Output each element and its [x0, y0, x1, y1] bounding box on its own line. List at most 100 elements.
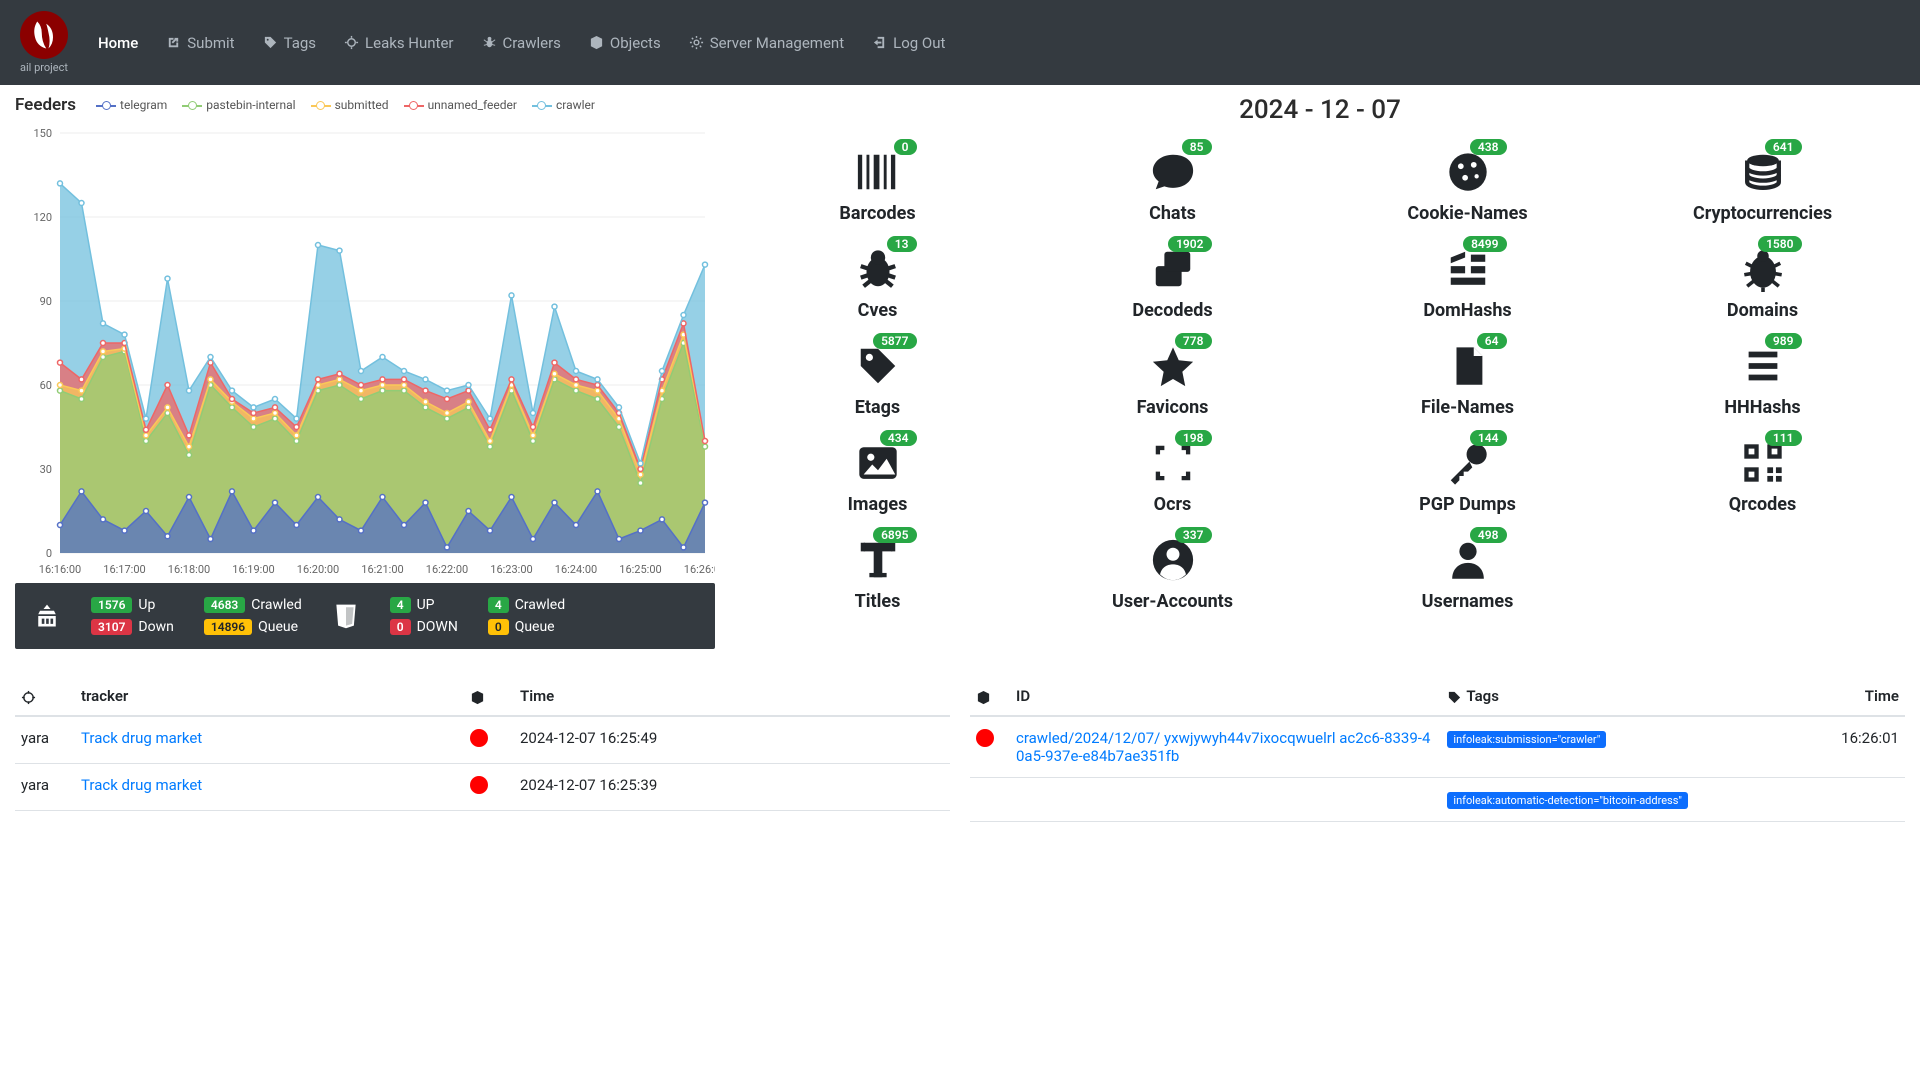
- crawled-badge: 4683: [204, 597, 245, 613]
- status-dot: [976, 729, 994, 747]
- up-label: Up: [138, 597, 155, 613]
- status-dot: [470, 729, 488, 747]
- down-label: Down: [138, 619, 173, 635]
- tag-chip[interactable]: infoleak:automatic-detection="bitcoin-ad…: [1447, 792, 1688, 809]
- svg-text:16:21:00: 16:21:00: [361, 563, 403, 576]
- time-header: Time: [514, 677, 950, 716]
- tracker-link[interactable]: Track drug market: [81, 776, 202, 794]
- tile-favicons[interactable]: 778Favicons: [1030, 337, 1315, 422]
- chart-title: Feeders: [15, 95, 76, 115]
- tag-chip[interactable]: infoleak:submission="crawler": [1447, 731, 1606, 748]
- tracker-table-wrap: tracker Time yaraTrack drug market2024-1…: [15, 677, 950, 822]
- svg-text:0: 0: [46, 547, 52, 560]
- tile-pgp dumps[interactable]: 144PGP Dumps: [1325, 434, 1610, 519]
- html-queue-label: Queue: [515, 619, 555, 635]
- tracker-header: tracker: [75, 677, 464, 716]
- svg-text:16:22:00: 16:22:00: [426, 563, 468, 576]
- queue-label: Queue: [258, 619, 298, 635]
- date-title: 2024 - 12 - 07: [735, 95, 1905, 125]
- svg-text:120: 120: [33, 211, 52, 224]
- nav-objects[interactable]: Objects: [589, 34, 661, 52]
- svg-text:30: 30: [40, 463, 52, 476]
- svg-text:16:19:00: 16:19:00: [232, 563, 274, 576]
- tile-domains[interactable]: 1580Domains: [1620, 240, 1905, 325]
- legend-telegram[interactable]: telegram: [96, 98, 167, 112]
- svg-text:16:17:00: 16:17:00: [103, 563, 145, 576]
- tile-chats[interactable]: 85Chats: [1030, 143, 1315, 228]
- html-crawled-badge: 4: [488, 597, 509, 613]
- logo[interactable]: ail project: [20, 11, 68, 74]
- feeders-chart: 0 30 60 90 120 150 16:16:00 16:17:00 16:18:00 16:…: [15, 123, 715, 583]
- onion-icon: [33, 602, 61, 630]
- html-up-badge: 4: [390, 597, 411, 613]
- crawled-label: Crawled: [251, 597, 301, 613]
- navbar: ail project Home Submit Tags Leaks Hunter Cr…: [0, 0, 1920, 85]
- nav-leaks-hunter[interactable]: Leaks Hunter: [344, 34, 453, 52]
- tile-ocrs[interactable]: 198Ocrs: [1030, 434, 1315, 519]
- tile-hhhashs[interactable]: 989HHHashs: [1620, 337, 1905, 422]
- chart-legend: telegram pastebin-internal submitted unname…: [96, 98, 595, 112]
- legend-submitted[interactable]: submitted: [311, 98, 389, 112]
- tile-file-names[interactable]: 64File-Names: [1325, 337, 1610, 422]
- table-row: yaraTrack drug market2024-12-07 16:25:49: [15, 716, 950, 764]
- tile-cves[interactable]: 13Cves: [735, 240, 1020, 325]
- tile-decodeds[interactable]: 1902Decodeds: [1030, 240, 1315, 325]
- legend-crawler[interactable]: crawler: [532, 98, 595, 112]
- time-header: Time: [1805, 677, 1905, 716]
- cube-icon: [976, 690, 991, 705]
- nav-submit[interactable]: Submit: [166, 34, 234, 52]
- nav-log-out[interactable]: Log Out: [872, 34, 945, 52]
- crawl-table-wrap: ID Tags Time crawled/2024/12/07/ yxwjywy…: [970, 677, 1905, 822]
- tile-titles[interactable]: 6895Titles: [735, 531, 1020, 616]
- stats-bar: 1576 Up 3107 Down 4683 Crawled 14896 Queue 4…: [15, 583, 715, 649]
- html-down-label: DOWN: [417, 619, 458, 635]
- down-badge: 3107: [91, 619, 132, 635]
- html-up-label: UP: [417, 597, 435, 613]
- svg-text:16:16:00: 16:16:00: [39, 563, 81, 576]
- queue-badge: 14896: [204, 619, 252, 635]
- html-queue-badge: 0: [488, 619, 509, 635]
- cube-icon: [470, 690, 485, 705]
- table-row: infoleak:automatic-detection="bitcoin-ad…: [970, 778, 1905, 822]
- tags-header-text: Tags: [1466, 687, 1499, 705]
- html-crawled-label: Crawled: [515, 597, 565, 613]
- tiles-grid: 0Barcodes85Chats438Cookie-Names641Crypto…: [735, 143, 1905, 616]
- svg-text:16:18:00: 16:18:00: [168, 563, 210, 576]
- tracker-link[interactable]: Track drug market: [81, 729, 202, 747]
- legend-pastebin-internal[interactable]: pastebin-internal: [182, 98, 295, 112]
- tile-user-accounts[interactable]: 337User-Accounts: [1030, 531, 1315, 616]
- tile-cookie-names[interactable]: 438Cookie-Names: [1325, 143, 1610, 228]
- tile-cryptocurrencies[interactable]: 641Cryptocurrencies: [1620, 143, 1905, 228]
- tile-usernames[interactable]: 498Usernames: [1325, 531, 1610, 616]
- svg-text:90: 90: [40, 295, 52, 308]
- tile-barcodes[interactable]: 0Barcodes: [735, 143, 1020, 228]
- up-badge: 1576: [91, 597, 132, 613]
- tile-images[interactable]: 434Images: [735, 434, 1020, 519]
- table-row: yaraTrack drug market2024-12-07 16:25:39: [15, 764, 950, 811]
- svg-text:16:23:00: 16:23:00: [490, 563, 532, 576]
- legend-unnamed_feeder[interactable]: unnamed_feeder: [404, 98, 517, 112]
- nav-tags[interactable]: Tags: [263, 34, 316, 52]
- nav-server-management[interactable]: Server Management: [689, 34, 844, 52]
- tile-domhashs[interactable]: 8499DomHashs: [1325, 240, 1610, 325]
- svg-text:16:25:00: 16:25:00: [619, 563, 661, 576]
- svg-text:16:20:00: 16:20:00: [297, 563, 339, 576]
- svg-text:16:26:00: 16:26:00: [684, 563, 715, 576]
- svg-text:150: 150: [33, 127, 52, 140]
- id-header: ID: [1010, 677, 1441, 716]
- html-down-badge: 0: [390, 619, 411, 635]
- nav-items: Home Submit Tags Leaks Hunter Crawlers Object…: [98, 34, 945, 52]
- html5-icon: [332, 602, 360, 630]
- tag-icon: [1447, 690, 1462, 705]
- table-row: crawled/2024/12/07/ yxwjywyh44v7ixocqwue…: [970, 716, 1905, 778]
- nav-crawlers[interactable]: Crawlers: [482, 34, 561, 52]
- svg-text:16:24:00: 16:24:00: [555, 563, 597, 576]
- logo-text: ail project: [20, 61, 68, 74]
- svg-text:60: 60: [40, 379, 52, 392]
- nav-home[interactable]: Home: [98, 34, 138, 52]
- crosshair-icon: [21, 690, 36, 705]
- tile-qrcodes[interactable]: 111Qrcodes: [1620, 434, 1905, 519]
- tile-etags[interactable]: 5877Etags: [735, 337, 1020, 422]
- id-link[interactable]: crawled/2024/12/07/ yxwjywyh44v7ixocqwue…: [1016, 729, 1430, 765]
- crawl-table: ID Tags Time crawled/2024/12/07/ yxwjywy…: [970, 677, 1905, 822]
